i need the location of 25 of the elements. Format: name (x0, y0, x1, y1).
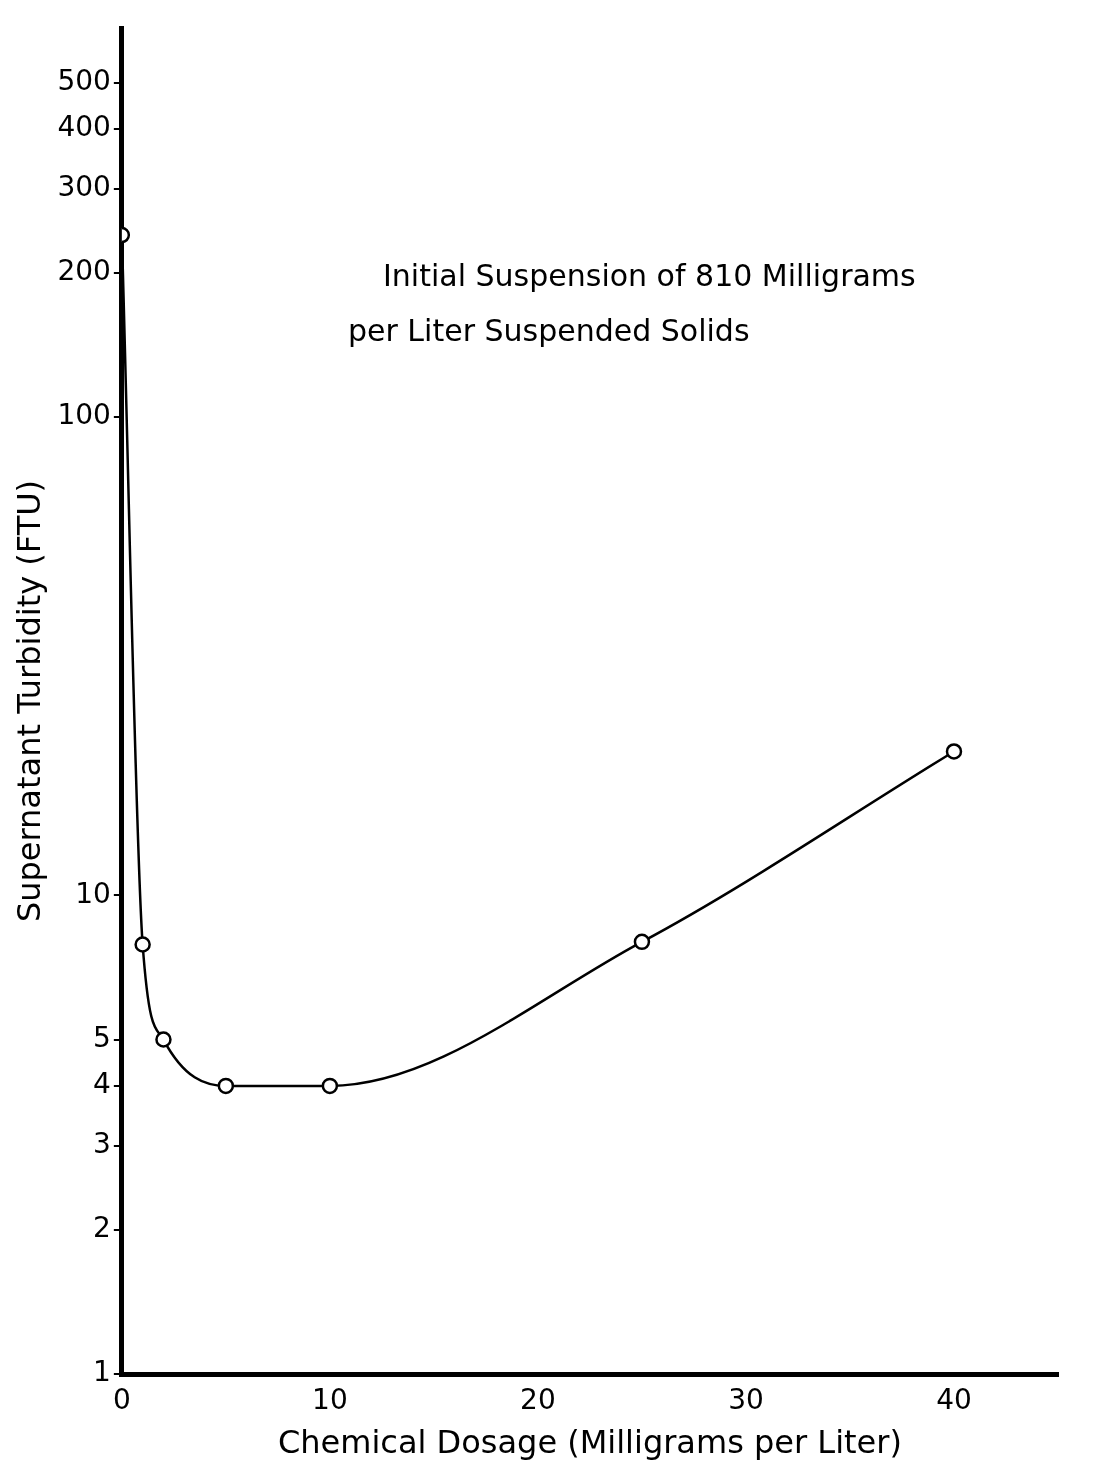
y-tick-label: 4 (93, 1067, 111, 1101)
x-axis-title: Chemical Dosage (Milligrams per Liter) (277, 1423, 902, 1462)
y-tick-label: 1 (93, 1355, 111, 1389)
point (217, 1077, 235, 1095)
y-tick-label: 2 (93, 1211, 111, 1245)
x-tick-label: 10 (312, 1383, 348, 1417)
x-tick-label: 40 (936, 1383, 972, 1417)
point (321, 1077, 339, 1095)
y-tick-label: 10 (75, 876, 111, 910)
point (155, 1031, 172, 1048)
x-tick-label: 0 (112, 1383, 131, 1417)
y-tick-label: 400 (57, 110, 111, 144)
y-axis-title: Supernatant Turbidity (FTU) (9, 479, 48, 923)
y-tick-label: 5 (93, 1020, 111, 1054)
y-tick-label: 3 (93, 1126, 111, 1160)
y-tick-label: 500 (57, 63, 111, 97)
y-tick-label: 200 (57, 254, 111, 288)
point (945, 743, 963, 760)
x-tick-label: 30 (728, 1383, 764, 1417)
point (633, 933, 651, 951)
point (134, 936, 151, 953)
y-tick-label: 100 (57, 398, 111, 432)
annotation: Initial Suspension of 810 Milligrams per Liter Suspended Solids (348, 257, 916, 348)
x-tick-label: 20 (520, 1383, 556, 1417)
y-tick-label: 300 (57, 169, 111, 203)
